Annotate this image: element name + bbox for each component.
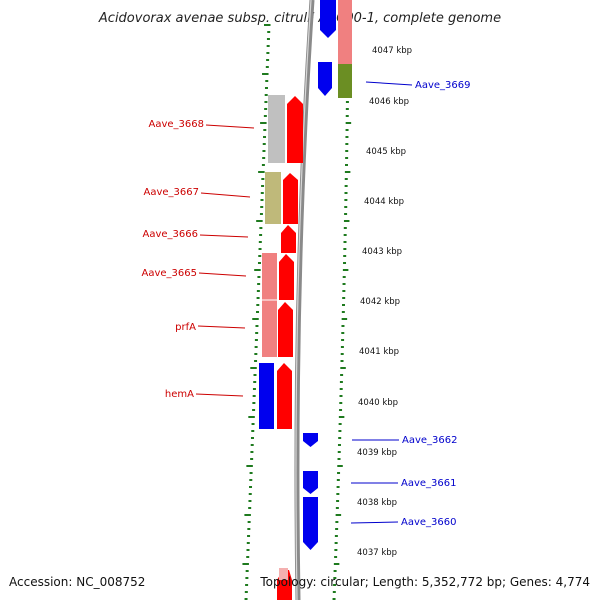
gene-label: prfA (175, 322, 196, 333)
gene-leader-line (365, 81, 413, 86)
gene-label: Aave_3669 (415, 80, 471, 91)
topology-text: Topology: circular; Length: 5,352,772 bp… (259, 575, 590, 589)
gene-label: Aave_3662 (402, 435, 458, 446)
scale-label: 4038 kbp (357, 498, 397, 508)
gene-leader-line (350, 521, 399, 524)
cds-feature (279, 254, 294, 300)
scale-label: 4044 kbp (364, 197, 404, 207)
gene-label: Aave_3667 (144, 187, 200, 198)
cds-feature (338, 0, 352, 64)
cds-feature (303, 497, 318, 550)
gene-leader-line (200, 192, 251, 198)
gene-leader-line (198, 272, 247, 277)
scale-label: 4039 kbp (357, 448, 397, 458)
gene-leader-line (205, 124, 255, 129)
cds-feature (277, 363, 292, 429)
gene-labels: Aave_3669 Aave_3668 Aave_3667 Aave_3666 Aave… (142, 80, 471, 528)
map-title: Acidovorax avenae subsp. citrulli AAC00-… (98, 11, 501, 26)
gene-label: hemA (165, 389, 194, 400)
gene-leader-line (197, 325, 246, 329)
genome-backbone (294, 0, 315, 600)
gene-leader-line (199, 234, 249, 238)
cds-feature (268, 95, 285, 163)
scale-label: 4047 kbp (372, 46, 412, 56)
cds-feature (283, 173, 298, 224)
gene-label: Aave_3665 (142, 268, 198, 279)
scale-label: 4045 kbp (366, 147, 406, 157)
scale-label: 4046 kbp (369, 97, 409, 107)
scale-label: 4041 kbp (359, 347, 399, 357)
cds-feature (338, 64, 352, 98)
cds-feature (303, 433, 318, 447)
cds-feature (278, 302, 293, 357)
cds-feature (265, 172, 281, 224)
gene-leader-line (195, 393, 244, 397)
accession-text: Accession: NC_008752 (9, 575, 145, 589)
cds-feature (318, 62, 332, 96)
scale-label: 4042 kbp (360, 297, 400, 307)
cds-feature (303, 471, 318, 494)
cds-feature (287, 96, 303, 163)
cds-feature (281, 225, 296, 253)
scale-label: 4040 kbp (358, 398, 398, 408)
cds-feature (259, 363, 274, 429)
gene-label: Aave_3661 (401, 478, 457, 489)
scale-label: 4037 kbp (357, 548, 397, 558)
cds-feature (279, 568, 288, 580)
cds-feature (262, 253, 277, 357)
cds-feature (320, 0, 336, 38)
genome-backbone-highlight (295, 0, 312, 600)
gene-label: Aave_3668 (149, 119, 205, 130)
gene-label: Aave_3666 (143, 229, 199, 240)
gene-label: Aave_3660 (401, 517, 457, 528)
scale-labels: 4047 kbp 4046 kbp 4045 kbp 4044 kbp 4043 kbp… (357, 46, 412, 558)
scale-label: 4043 kbp (362, 247, 402, 257)
